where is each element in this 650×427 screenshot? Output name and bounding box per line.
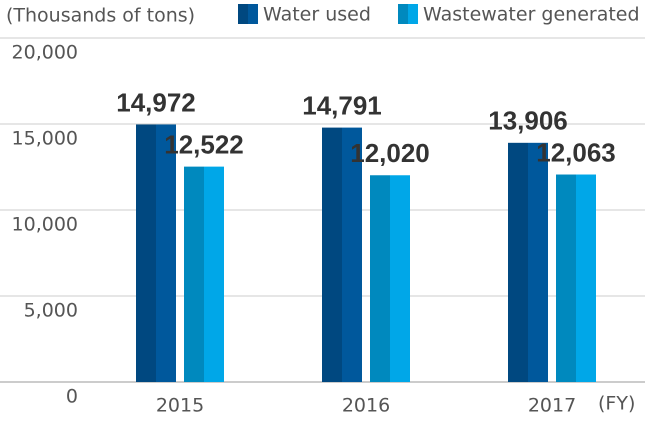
- y-tick-label: 0: [66, 386, 78, 408]
- x-tick-label: 2017: [528, 395, 576, 417]
- legend-label: Wastewater generated: [423, 4, 640, 26]
- bar: [508, 142, 548, 382]
- y-axis-label: (Thousands of tons): [6, 5, 195, 27]
- value-label: 13,906: [488, 106, 568, 136]
- bar: [556, 174, 596, 382]
- y-tick-label: 20,000: [12, 42, 78, 64]
- y-tick-label: 15,000: [12, 128, 78, 150]
- bar: [322, 127, 362, 382]
- bar: [370, 175, 410, 382]
- legend-label: Water used: [263, 4, 371, 26]
- y-tick-label: 10,000: [12, 214, 78, 236]
- bar: [184, 166, 224, 382]
- value-label: 14,791: [302, 90, 382, 120]
- x-tick-label: 2015: [156, 395, 204, 417]
- y-tick-label: 5,000: [24, 300, 78, 322]
- x-axis-label: (FY): [598, 393, 635, 415]
- value-label: 14,972: [116, 87, 196, 117]
- x-tick-label: 2016: [342, 395, 390, 417]
- value-label: 12,522: [164, 129, 244, 159]
- bar: [136, 124, 176, 382]
- legend-swatch: [398, 4, 418, 24]
- value-label: 12,020: [350, 138, 430, 168]
- legend-swatch: [238, 4, 258, 24]
- value-label: 12,063: [536, 137, 616, 167]
